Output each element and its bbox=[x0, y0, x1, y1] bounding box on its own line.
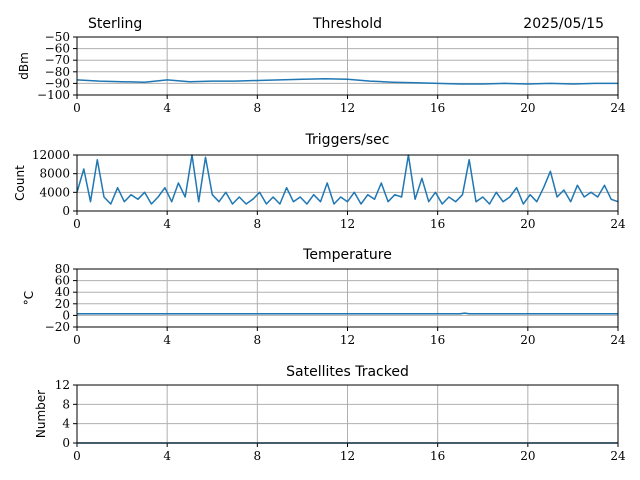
panel-3-xtick-label: 20 bbox=[520, 333, 535, 347]
panel-3-xtick-label: 16 bbox=[430, 333, 445, 347]
panel-3-ytick-label: 0 bbox=[62, 308, 70, 322]
panel-2-xtick-label: 0 bbox=[73, 217, 81, 231]
panel-4-xtick-label: 16 bbox=[430, 449, 445, 463]
panel-1-xtick-label: 20 bbox=[520, 101, 535, 115]
panel-3-xtick-label: 8 bbox=[254, 333, 262, 347]
panel-1-xtick-label: 0 bbox=[73, 101, 81, 115]
panel-2-frame bbox=[76, 154, 619, 212]
panel-1-xtick-label: 16 bbox=[430, 101, 445, 115]
panel-3-series-line bbox=[77, 312, 618, 315]
panel-2-series-line bbox=[76, 154, 619, 205]
panel-4-frame bbox=[76, 384, 619, 444]
station-label: Sterling bbox=[88, 16, 142, 32]
panel-1-series-line bbox=[76, 78, 618, 85]
panel-1-title: Threshold bbox=[312, 16, 382, 32]
panel-2-xtick-label: 16 bbox=[430, 217, 445, 231]
panel-4-xtick-label: 24 bbox=[610, 449, 626, 463]
panel-1-ytick-label: −90 bbox=[45, 76, 70, 90]
panel-1-ylabel: dBm bbox=[17, 52, 31, 80]
date-label: 2025/05/15 bbox=[523, 16, 604, 32]
panel-4-ytick-label: 4 bbox=[62, 417, 70, 431]
panel-4-ytick-label: 8 bbox=[62, 397, 70, 411]
panel-1-ytick-label: −100 bbox=[37, 88, 70, 102]
panel-3-ytick-label: 20 bbox=[55, 297, 70, 311]
panel-3-xtick-label: 12 bbox=[340, 333, 355, 347]
panel-4-xtick-label: 12 bbox=[340, 449, 355, 463]
panel-2-xtick-label: 4 bbox=[163, 217, 171, 231]
panel-2-xtick-label: 20 bbox=[520, 217, 535, 231]
panel-3-ytick-label: 40 bbox=[55, 285, 70, 299]
panel-4-xtick-label: 8 bbox=[254, 449, 262, 463]
panel-3-xtick-label: 0 bbox=[73, 333, 81, 347]
panel-4-ylabel: Number bbox=[34, 390, 48, 438]
panel-3-frame bbox=[76, 268, 619, 328]
panel-1-ytick-label: −70 bbox=[45, 53, 70, 67]
panel-2-xtick-label: 8 bbox=[254, 217, 262, 231]
panel-3-ylabel: °C bbox=[22, 291, 36, 305]
panel-4-ytick-label: 12 bbox=[55, 378, 70, 392]
panel-4-xtick-label: 0 bbox=[73, 449, 81, 463]
panel-3-title: Temperature bbox=[302, 247, 392, 263]
panel-3-ytick-label: 60 bbox=[55, 274, 70, 288]
panel-3-xtick-label: 24 bbox=[610, 333, 626, 347]
panel-1-xtick-label: 24 bbox=[610, 101, 626, 115]
panel-4-xtick-label: 4 bbox=[163, 449, 171, 463]
panel-3-ytick-label: −20 bbox=[45, 320, 70, 334]
panel-2-ylabel: Count bbox=[13, 165, 27, 201]
panel-2-ytick-label: 4000 bbox=[39, 185, 70, 199]
panel-4-xtick-label: 20 bbox=[520, 449, 535, 463]
panel-4-title: Satellites Tracked bbox=[286, 364, 409, 380]
panel-2-title: Triggers/sec bbox=[305, 132, 390, 148]
panel-1-xtick-label: 4 bbox=[163, 101, 171, 115]
panel-2-ytick-label: 0 bbox=[62, 204, 70, 218]
panel-1-xtick-label: 12 bbox=[340, 101, 355, 115]
panel-2-ytick-label: 12000 bbox=[32, 148, 70, 162]
panel-1-ytick-label: −80 bbox=[45, 65, 70, 79]
panel-1-xtick-label: 8 bbox=[254, 101, 262, 115]
panel-2-ytick-label: 8000 bbox=[39, 167, 70, 181]
panel-2-xtick-label: 24 bbox=[610, 217, 626, 231]
panel-1-frame bbox=[76, 36, 619, 96]
panel-4-ytick-label: 0 bbox=[62, 436, 70, 450]
panel-2-xtick-label: 12 bbox=[340, 217, 355, 231]
panel-3-ytick-label: 80 bbox=[55, 262, 70, 276]
panel-1-ytick-label: −50 bbox=[45, 30, 70, 44]
panel-3-xtick-label: 4 bbox=[163, 333, 171, 347]
panel-1-ytick-label: −60 bbox=[45, 42, 70, 56]
